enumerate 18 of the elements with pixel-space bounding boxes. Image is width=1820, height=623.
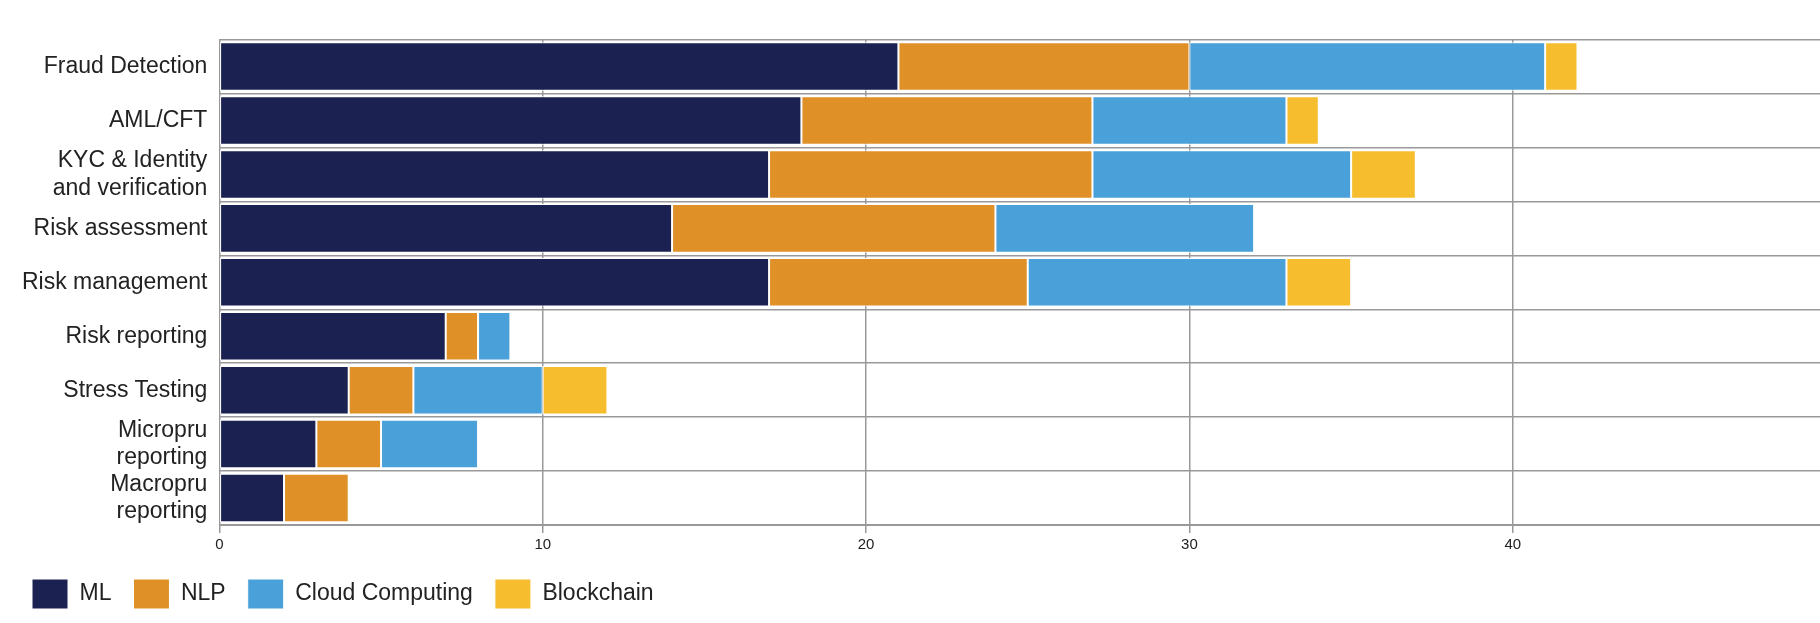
y-tick-label: Micropru reporting — [116, 415, 208, 470]
y-tick-label: KYC & Identity and verification — [52, 145, 208, 200]
y-tick-label: Risk assessment — [33, 213, 208, 240]
x-tick-label: 40 — [1504, 535, 1522, 553]
legend-label: NLP — [180, 579, 226, 606]
x-tick-label: 30 — [1181, 535, 1198, 553]
legend-label: ML — [79, 579, 112, 606]
x-tick-label: 0 — [215, 535, 224, 553]
y-tick-label: Risk management — [22, 267, 208, 294]
y-tick-label: Risk reporting — [65, 321, 208, 348]
y-tick-label: Stress Testing — [63, 375, 208, 402]
y-tick-label: Macropru reporting — [110, 469, 208, 524]
x-tick-label: 10 — [534, 535, 552, 553]
x-tick-label: 20 — [857, 535, 875, 553]
y-tick-label: AML/CFT — [108, 105, 208, 132]
y-tick-label: Fraud Detection — [43, 51, 208, 78]
legend-label: Cloud Computing — [295, 579, 473, 606]
legend-label: Blockchain — [542, 579, 654, 606]
